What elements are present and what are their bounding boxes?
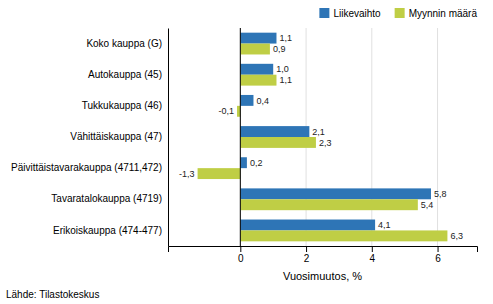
chart-container: 4,15,80,22,10,41,01,16,35,4-1,32,3-0,11,… [0,0,493,304]
data-label: -0,1 [219,106,235,116]
bar [240,126,309,137]
grid-line [371,28,372,246]
data-label: -1,3 [179,169,195,179]
bar [240,230,447,241]
y-tick: Vähittäiskauppa (47) [70,131,168,142]
bar [198,168,241,179]
grid-line [437,28,438,246]
y-tick-label: Päivittäistavarakauppa (4711,472) [11,162,162,173]
x-tick-label: 0 [238,253,244,264]
grid [240,28,437,246]
data-label: 1,1 [279,33,292,43]
plot: 4,15,80,22,10,41,01,16,35,4-1,32,3-0,11,… [11,28,478,282]
y-tick: Erikoiskauppa (474-477) [53,225,168,236]
chart-svg: 4,15,80,22,10,41,01,16,35,4-1,32,3-0,11,… [0,0,493,304]
data-labels: 4,15,80,22,10,41,01,16,35,4-1,32,3-0,11,… [179,33,463,241]
data-label: 1,1 [279,75,292,85]
y-tick: Tavaratalokauppa (4719) [51,193,168,204]
data-label: 5,4 [421,200,434,210]
data-label: 2,1 [312,127,325,137]
data-label: 6,3 [450,231,463,241]
data-label: 4,1 [378,220,391,230]
y-tick-label: Tukkukauppa (46) [82,100,162,111]
x-tick: 2 [304,246,310,264]
y-tick: Autokauppa (45) [88,69,168,80]
x-axis-line [169,247,478,253]
y-axis-line [168,29,169,247]
y-tick: Koko kauppa (G) [86,38,168,49]
bar [240,157,247,168]
data-label: 0,2 [250,158,263,168]
annotation: Lähde: Tilastokeskus [6,289,99,300]
x-tick-mark [372,246,373,252]
bar [240,64,273,75]
legend-swatch [319,8,329,18]
bar [240,220,375,231]
bar [240,75,276,86]
bar [240,199,418,210]
y-tick: Päivittäistavarakauppa (4711,472) [11,162,168,173]
x-tick-label: 4 [370,253,376,264]
bar-series [240,33,431,231]
y-tick-label: Vähittäiskauppa (47) [70,131,162,142]
data-label: 0,4 [256,96,269,106]
legend-label: Myynnin määrä [409,8,478,19]
data-label: 5,8 [434,189,447,199]
y-tick-label: Erikoiskauppa (474-477) [53,225,162,236]
legend-label: Liikevaihto [333,8,381,19]
bar-series [198,44,448,242]
legend: Liikevaihto Myynnin määrä [319,8,477,19]
x-axis: 0 2 4 6 [169,246,478,264]
x-tick: 0 [238,246,244,264]
x-tick: 6 [435,246,441,264]
bars [198,33,448,242]
data-label: 1,0 [276,64,289,74]
legend-swatch [395,8,405,18]
x-tick-mark [240,246,241,252]
zero-line [240,28,241,246]
bar [240,95,253,106]
x-tick-mark [306,246,307,252]
y-tick-label: Tavaratalokauppa (4719) [51,193,162,204]
bar [240,137,316,148]
bar [240,44,270,55]
data-label: 2,3 [319,138,332,148]
y-tick-label: Autokauppa (45) [88,69,162,80]
legend-item: Liikevaihto [319,8,381,19]
y-axis: Erikoiskauppa (474-477) Tavaratalokauppa … [11,29,169,247]
grid-line [240,28,241,246]
x-tick-mark [438,246,439,252]
bar [240,188,431,199]
legend-item: Myynnin määrä [395,8,478,19]
y-tick-label: Koko kauppa (G) [86,38,162,49]
bar [240,33,276,44]
y-tick: Tukkukauppa (46) [82,100,168,111]
x-tick-label: 2 [304,253,310,264]
x-tick: 4 [370,246,376,264]
data-label: 0,9 [273,44,286,54]
x-axis-title: Vuosimuutos, % [283,270,362,282]
x-tick-label: 6 [435,253,441,264]
